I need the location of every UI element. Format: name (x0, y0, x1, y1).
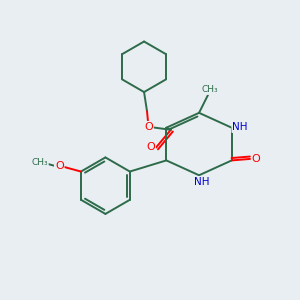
Text: O: O (146, 142, 155, 152)
Text: CH₃: CH₃ (201, 85, 218, 94)
Text: O: O (252, 154, 260, 164)
Text: O: O (144, 122, 153, 132)
Text: NH: NH (232, 122, 248, 132)
Text: NH: NH (194, 177, 210, 187)
Text: O: O (55, 160, 64, 171)
Text: CH₃: CH₃ (31, 158, 48, 166)
